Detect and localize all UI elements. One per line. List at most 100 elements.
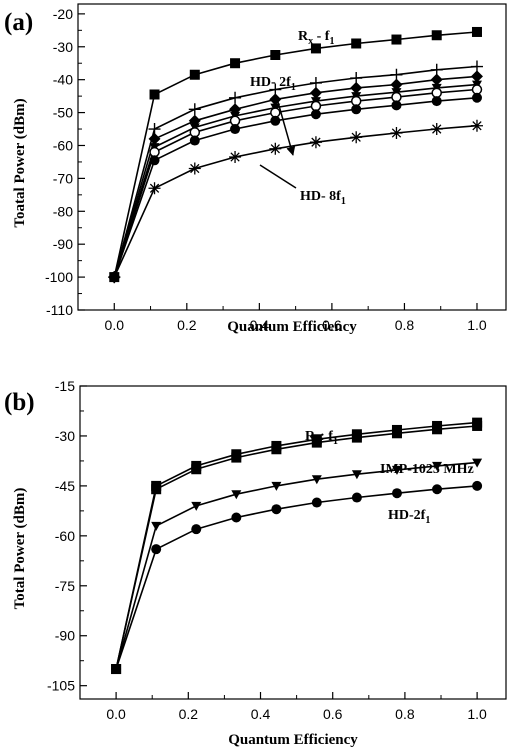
y-tick-label: -50 (53, 105, 73, 121)
annotation-leader (259, 164, 297, 189)
data-point-square (471, 26, 482, 37)
data-point-circle (111, 664, 122, 675)
x-tick-label: 0.0 (105, 317, 125, 333)
data-point-circle (351, 104, 362, 115)
data-point-square (310, 43, 321, 54)
data-point-asterisk (188, 162, 201, 175)
series-4-circle (111, 480, 483, 675)
data-point-plus (229, 91, 242, 104)
y-tick-label: -30 (53, 39, 73, 55)
annotation-hd-8f: HD- 8f1 (300, 189, 346, 207)
data-point-circle (471, 92, 482, 103)
x-tick-label: 0.6 (322, 317, 342, 333)
data-point-square (351, 432, 362, 443)
data-point-circle (391, 488, 402, 499)
series-line (115, 421, 478, 670)
series-7-asterisk (108, 119, 483, 284)
annotation-rx: Rx - f1 (298, 29, 334, 47)
x-tick-label: 0.8 (395, 317, 415, 333)
data-point-triangle (151, 521, 162, 531)
data-point-square (151, 484, 162, 495)
y-tick-label: -90 (55, 628, 75, 644)
y-tick-label: -60 (55, 528, 75, 544)
x-tick-label: 1.0 (467, 317, 487, 333)
data-point-circle-open (350, 95, 362, 107)
data-point-asterisk (350, 131, 363, 144)
data-point-circle (432, 484, 443, 495)
data-point-triangle (231, 490, 242, 500)
y-tick-label: -75 (55, 578, 75, 594)
data-point-circle (310, 109, 321, 120)
data-point-square (270, 50, 281, 60)
data-point-asterisk (390, 126, 403, 139)
data-point-circle (191, 524, 202, 535)
data-point-triangle (391, 465, 402, 475)
y-tick-label: -110 (46, 302, 73, 318)
series-line (113, 124, 478, 278)
data-point-square (431, 30, 442, 41)
data-point-circle (189, 135, 200, 146)
x-tick-label: 0.8 (395, 706, 415, 722)
series-line (115, 461, 478, 670)
data-point-circle (271, 504, 282, 515)
x-tick-label: 0.4 (250, 317, 270, 333)
y-tick-label: -90 (53, 236, 73, 252)
data-point-square (191, 464, 202, 475)
y-tick-label: -40 (53, 72, 73, 88)
data-point-square (472, 420, 483, 431)
annotation-rx: Rx: f1 (305, 429, 338, 447)
annotation-arrow (275, 94, 296, 156)
series-2-square (111, 420, 483, 675)
data-point-circle (431, 96, 442, 107)
data-point-circle-open (310, 100, 322, 112)
series-line (115, 485, 478, 670)
data-point-diamond (390, 78, 403, 91)
y-tick-label: -30 (55, 428, 75, 444)
data-point-circle-open (229, 115, 241, 127)
y-tick-label: -15 (55, 378, 75, 394)
series-line (113, 88, 478, 278)
data-point-asterisk (229, 151, 242, 163)
data-point-circle (472, 480, 483, 491)
data-point-circle-open (189, 127, 201, 138)
y-tick-label: -20 (53, 6, 73, 22)
data-point-asterisk (470, 119, 483, 132)
series-line (113, 65, 478, 278)
y-axis-title: Toatal Power (dBm) (12, 98, 28, 227)
y-tick-label: -45 (55, 478, 75, 494)
series-line (113, 31, 478, 278)
series-1-square (111, 417, 483, 675)
data-point-circle-open (431, 87, 442, 99)
x-axis-title: Quantum Efficiency (227, 319, 357, 335)
data-point-diamond (470, 70, 483, 83)
series-3-triangle (111, 458, 483, 675)
data-point-circle (151, 544, 162, 555)
data-point-circle (311, 497, 322, 508)
data-point-triangle (351, 470, 362, 480)
annotation-imp: IMP-1025 MHz (380, 462, 474, 477)
y-tick-label: -80 (53, 203, 73, 219)
y-tick-label: -105 (47, 678, 75, 694)
data-point-square (230, 58, 241, 69)
series-line (113, 83, 478, 278)
data-point-square (189, 69, 200, 80)
chart-panel-b: (b) 0.0 0.2 0.4 0.6 0.8 1.0 -15 -30 -45 -60 -75 -90 -… (4, 378, 507, 748)
x-tick-label: 0.2 (177, 317, 197, 333)
data-point-square (432, 424, 443, 435)
data-point-triangle (432, 461, 443, 471)
data-point-diamond (309, 86, 322, 99)
data-point-asterisk (148, 182, 161, 195)
y-axis-title: Total Power (dBm) (12, 488, 28, 610)
data-point-circle (351, 492, 362, 503)
panel-label: (a) (4, 9, 33, 36)
annotation-hd-2f: HD- 2f1 (250, 75, 296, 93)
y-tick-label: -70 (53, 170, 73, 186)
x-axis-title: Quantum Efficiency (228, 732, 358, 748)
data-point-circle (231, 512, 242, 523)
data-point-diamond (350, 81, 363, 94)
data-point-circle-open (471, 84, 483, 95)
data-point-triangle (271, 481, 282, 491)
data-point-asterisk (108, 271, 121, 284)
data-point-asterisk (309, 136, 322, 149)
